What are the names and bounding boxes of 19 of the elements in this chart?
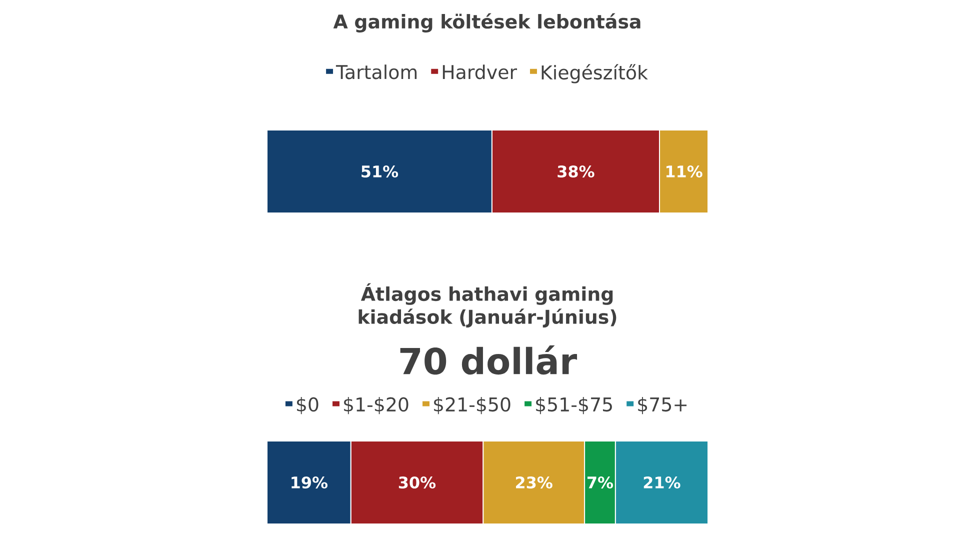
data-label: 11% — [666, 165, 702, 178]
legend-label: Tartalom — [336, 64, 417, 80]
legend-label: Hardver — [442, 64, 518, 80]
data-label: 38% — [558, 165, 594, 178]
legend-label: $51-$75 — [536, 396, 612, 414]
data-label: 30% — [398, 476, 436, 489]
data-label: 21% — [644, 476, 680, 489]
legend-label: $21-$50 — [434, 396, 510, 414]
data-label: 7% — [587, 476, 613, 489]
chart-subtitle: 70 dollár — [400, 345, 578, 375]
legend-label: $75+ — [638, 396, 687, 414]
data-label: 23% — [516, 476, 552, 489]
data-label: 19% — [292, 476, 328, 489]
chart-title: A gaming költések lebontása — [333, 13, 640, 32]
data-label: 51% — [362, 165, 398, 178]
legend-label: $0 — [297, 396, 318, 414]
legend-label: $1-$20 — [344, 396, 408, 414]
legend-label: Kiegészítők — [542, 64, 648, 84]
chart-title: Átlagos hathavi gaming kiadások (Január-Június) — [358, 283, 616, 328]
